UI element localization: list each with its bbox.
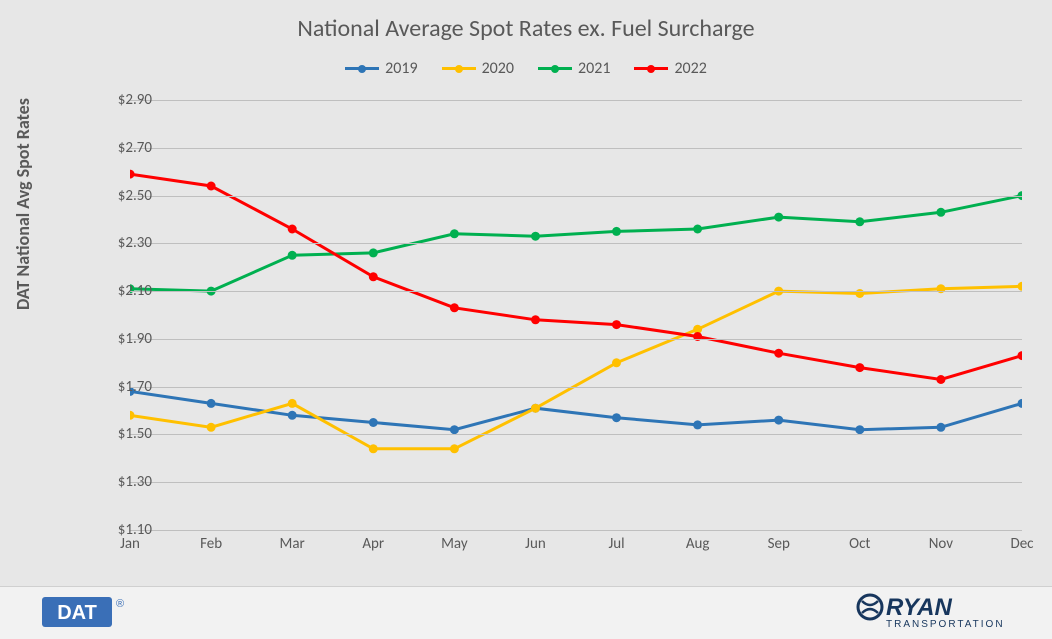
y-axis-label: DAT National Avg Spot Rates [12, 98, 34, 310]
series-marker [531, 232, 540, 241]
chart-legend: 2019 2020 2021 2022 [0, 56, 1052, 78]
series-marker [130, 170, 135, 179]
series-marker [612, 227, 621, 236]
x-tick-label: Dec [1010, 535, 1033, 553]
series-marker [693, 420, 702, 429]
series-marker [531, 315, 540, 324]
series-marker [288, 225, 297, 234]
gridline [130, 339, 1022, 340]
x-tick-label: Jul [608, 535, 624, 553]
x-tick-label: May [441, 535, 468, 553]
series-marker [450, 229, 459, 238]
dat-logo: DAT ® [42, 597, 128, 629]
series-marker [693, 225, 702, 234]
legend-label: 2019 [385, 59, 417, 78]
series-line [130, 286, 1022, 449]
series-marker [774, 349, 783, 358]
gridline [130, 148, 1022, 149]
svg-text:®: ® [116, 598, 124, 610]
y-tick-label: $1.50 [92, 425, 152, 443]
series-marker [936, 423, 945, 432]
series-marker [612, 413, 621, 422]
legend-item: 2022 [634, 59, 706, 78]
series-marker [369, 418, 378, 427]
series-marker [207, 182, 216, 191]
svg-text:RYAN: RYAN [886, 594, 952, 621]
x-tick-label: Feb [200, 535, 222, 553]
gridline [130, 387, 1022, 388]
legend-label: 2020 [482, 59, 514, 78]
series-marker [1018, 282, 1023, 291]
series-marker [612, 320, 621, 329]
series-marker [531, 404, 540, 413]
gridline [130, 100, 1022, 101]
series-marker [369, 248, 378, 257]
series-marker [936, 375, 945, 384]
series-marker [774, 213, 783, 222]
footer-bar: DAT ® RYAN TRANSPORTATION [0, 586, 1052, 639]
legend-label: 2022 [674, 59, 706, 78]
legend-label: 2021 [578, 59, 610, 78]
y-tick-label: $1.90 [92, 330, 152, 348]
legend-item: 2019 [345, 59, 417, 78]
x-tick-label: Apr [362, 535, 384, 553]
gridline [130, 482, 1022, 483]
series-marker [288, 399, 297, 408]
chart-container: National Average Spot Rates ex. Fuel Sur… [0, 0, 1052, 639]
x-tick-label: Jun [525, 535, 546, 553]
y-tick-label: $2.30 [92, 234, 152, 252]
y-tick-label: $1.30 [92, 473, 152, 491]
series-marker [936, 208, 945, 217]
series-marker [207, 399, 216, 408]
x-tick-label: Aug [686, 535, 710, 553]
series-marker [450, 303, 459, 312]
gridline [130, 196, 1022, 197]
x-tick-label: Oct [849, 535, 870, 553]
y-tick-label: $2.90 [92, 91, 152, 109]
x-tick-label: Sep [768, 535, 790, 553]
series-marker [855, 425, 864, 434]
x-tick-label: Jan [120, 535, 140, 553]
gridline [130, 291, 1022, 292]
series-marker [207, 423, 216, 432]
series-marker [288, 251, 297, 260]
y-tick-label: $2.70 [92, 139, 152, 157]
series-marker [450, 444, 459, 453]
chart-title: National Average Spot Rates ex. Fuel Sur… [0, 14, 1052, 43]
legend-item: 2021 [538, 59, 610, 78]
x-tick-label: Mar [280, 535, 305, 553]
y-tick-label: $1.70 [92, 378, 152, 396]
chart-svg [130, 100, 1022, 530]
gridline [130, 243, 1022, 244]
series-marker [369, 444, 378, 453]
series-marker [855, 217, 864, 226]
svg-text:DAT: DAT [57, 602, 97, 624]
series-marker [1018, 399, 1023, 408]
series-marker [450, 425, 459, 434]
series-marker [130, 411, 135, 420]
series-marker [855, 363, 864, 372]
series-marker [1018, 351, 1023, 360]
x-tick-label: Nov [929, 535, 953, 553]
svg-text:TRANSPORTATION: TRANSPORTATION [886, 619, 1005, 630]
gridline [130, 434, 1022, 435]
gridline [130, 530, 1022, 531]
series-marker [288, 411, 297, 420]
y-tick-label: $2.50 [92, 187, 152, 205]
legend-item: 2020 [442, 59, 514, 78]
series-line [130, 174, 1022, 379]
series-marker [774, 416, 783, 425]
series-marker [612, 358, 621, 367]
series-marker [369, 272, 378, 281]
y-tick-label: $2.10 [92, 282, 152, 300]
ryan-logo: RYAN TRANSPORTATION [852, 591, 1022, 633]
